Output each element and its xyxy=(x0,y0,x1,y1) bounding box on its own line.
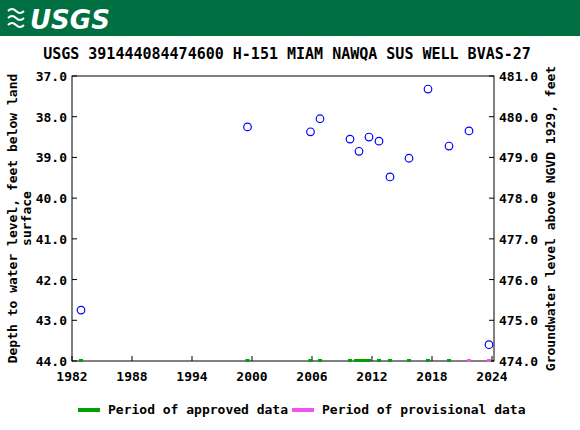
period-mark xyxy=(363,359,367,362)
y2-tick xyxy=(489,279,494,280)
logo-wave xyxy=(8,23,24,27)
data-point xyxy=(375,137,383,145)
y2-tick-label: 476.0 xyxy=(499,273,538,288)
y-tick xyxy=(72,76,77,77)
y-tick-label: 41.0 xyxy=(36,232,67,247)
plot-frame xyxy=(72,76,494,361)
y2-tick-label: 478.0 xyxy=(499,191,538,206)
x-tick xyxy=(192,356,193,361)
legend-label: Period of provisional data xyxy=(322,402,526,417)
data-point xyxy=(316,115,324,123)
data-point xyxy=(77,306,85,314)
y-tick-label: 42.0 xyxy=(36,273,67,288)
y2-tick-label: 474.0 xyxy=(499,354,538,369)
data-point xyxy=(445,142,453,150)
x-tick xyxy=(132,356,133,361)
period-mark xyxy=(426,359,430,362)
y-tick xyxy=(72,157,77,158)
logo-wave xyxy=(8,16,24,20)
x-tick-label: 2012 xyxy=(356,369,387,384)
x-tick-label: 2024 xyxy=(476,369,507,384)
x-tick-label: 1988 xyxy=(116,369,147,384)
period-mark xyxy=(407,359,411,362)
title: USGS 391444084474600 H-151 MIAM NAWQA SU… xyxy=(43,45,531,63)
y2-tick-label: 479.0 xyxy=(499,150,538,165)
x-tick xyxy=(492,356,493,361)
y2-axis-label: Groundwater level above NGVD 1929, feet xyxy=(543,66,558,371)
logo-wave xyxy=(8,9,24,13)
data-point xyxy=(307,128,315,136)
period-mark xyxy=(487,359,491,362)
period-mark xyxy=(447,359,451,362)
y-tick-label: 37.0 xyxy=(36,69,67,84)
data-point xyxy=(244,123,252,131)
y2-tick xyxy=(489,198,494,199)
y-tick xyxy=(72,279,77,280)
logo-icon xyxy=(8,9,24,27)
x-tick xyxy=(372,356,373,361)
y-tick xyxy=(72,361,77,362)
legend-label: Period of approved data xyxy=(108,402,288,417)
y2-tick-label: 475.0 xyxy=(499,313,538,328)
y2-tick xyxy=(489,238,494,239)
legend-swatch xyxy=(78,408,100,412)
data-point xyxy=(485,341,493,349)
x-tick xyxy=(432,356,433,361)
logo-text: USGS xyxy=(30,5,110,35)
y-tick-label: 39.0 xyxy=(36,150,67,165)
x-tick xyxy=(72,356,73,361)
period-mark xyxy=(246,359,250,362)
x-tick-label: 2006 xyxy=(296,369,327,384)
y-tick-label: 44.0 xyxy=(36,354,67,369)
data-point xyxy=(346,135,354,143)
period-mark xyxy=(318,359,322,362)
legend-swatch xyxy=(292,408,314,412)
y-tick xyxy=(72,116,77,117)
period-mark xyxy=(367,359,371,362)
y-tick-label: 40.0 xyxy=(36,191,67,206)
y2-tick xyxy=(489,116,494,117)
period-mark xyxy=(348,359,352,362)
chart: USGS USGS 391444084474600 H-151 MIAM NAWQ… xyxy=(0,0,580,430)
x-tick xyxy=(252,356,253,361)
data-point xyxy=(365,133,373,141)
y2-tick xyxy=(489,76,494,77)
y-axis-label: Depth to water level, feet below land xyxy=(5,74,20,364)
x-tick-label: 1982 xyxy=(56,369,87,384)
x-tick-label: 2000 xyxy=(236,369,267,384)
y-axis-label: surface xyxy=(19,191,34,246)
y2-tick-label: 481.0 xyxy=(499,69,538,84)
data-group xyxy=(77,85,493,362)
y-tick xyxy=(72,238,77,239)
header-bar xyxy=(0,0,580,36)
data-point xyxy=(405,154,413,162)
y2-tick-label: 480.0 xyxy=(499,110,538,125)
period-mark xyxy=(388,359,392,362)
data-point xyxy=(465,127,473,135)
y-tick xyxy=(72,320,77,321)
data-point xyxy=(424,85,432,93)
y-tick-label: 43.0 xyxy=(36,313,67,328)
period-mark xyxy=(309,359,313,362)
y-tick xyxy=(72,198,77,199)
y2-tick-label: 477.0 xyxy=(499,232,538,247)
x-tick-label: 2018 xyxy=(416,369,447,384)
period-mark xyxy=(79,359,83,362)
data-point xyxy=(355,148,363,156)
y2-tick xyxy=(489,157,494,158)
period-mark xyxy=(467,359,471,362)
x-tick-label: 1994 xyxy=(176,369,207,384)
data-point xyxy=(386,173,394,181)
y-tick-label: 38.0 xyxy=(36,110,67,125)
y2-tick xyxy=(489,320,494,321)
period-mark xyxy=(377,359,381,362)
